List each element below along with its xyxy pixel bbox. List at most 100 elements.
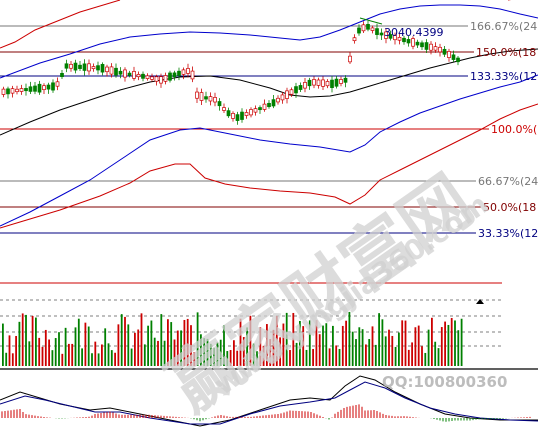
level-label-150: 150.0%(18 [476,46,536,59]
candle-body-14 [64,63,69,69]
volume-bar-89 [295,342,298,366]
candle-body-91 [411,38,415,47]
macd-line-slow [0,381,538,425]
volume-bar-70 [233,340,235,366]
volume-bar-0 [2,323,4,366]
volume-bar-20 [68,343,70,366]
volume-bar-22 [74,327,77,366]
price-annotation: 3040.4399 [384,26,444,39]
candle-body-95 [429,43,433,51]
candle-body-0 [1,88,6,95]
candle-body-100 [451,54,456,60]
volume-bar-31 [104,328,107,366]
candle-body-36 [163,75,168,82]
candle-body-20 [91,66,96,70]
watermark-qq: QQ:100800360 [382,373,507,391]
volume-bar-115 [381,319,384,366]
band-lower-blue [0,74,538,227]
volume-bar-82 [272,329,275,366]
candle-body-37 [168,72,172,81]
volume-bar-134 [444,321,446,366]
candle-body-49 [222,107,226,111]
volume-bar-5 [18,321,21,366]
candle-body-30 [136,74,141,78]
volume-bar-2 [8,335,11,366]
volume-bar-109 [361,329,364,366]
volume-bar-65 [216,342,219,366]
volume-bar-94 [312,348,314,366]
candle-body-71 [321,79,325,87]
volume-bar-100 [332,325,334,366]
volume-bar-50 [167,319,169,366]
volume-bar-60 [200,334,202,366]
candle-body-12 [55,81,60,87]
candle-body-32 [145,75,150,79]
candle-body-79 [357,27,361,34]
volume-bar-104 [345,320,347,366]
volume-bar-40 [134,332,136,366]
candle-body-74 [334,78,339,87]
candle-body-42 [190,70,195,80]
volume-bar-37 [124,316,126,366]
volume-bar-38 [127,324,130,366]
volume-bar-7 [25,314,27,366]
candle-body-13 [60,72,64,78]
volume-bar-95 [315,320,318,366]
candle-body-80 [361,24,366,32]
volume-bar-122 [404,320,407,366]
volume-bar-55 [183,319,186,366]
volume-bar-84 [279,337,281,366]
volume-bar-75 [249,315,252,366]
candle-body-46 [208,96,213,102]
volume-bar-27 [91,353,93,366]
candle-body-34 [154,76,159,82]
candle-body-64 [289,89,294,95]
candle-body-31 [141,73,145,79]
candle-body-39 [177,70,181,76]
volume-bar-107 [355,339,357,366]
volume-bar-131 [434,341,437,366]
volume-bar-59 [196,312,199,366]
candle-body-98 [442,48,447,55]
volume-bar-93 [308,320,311,366]
candle-body-67 [303,82,307,89]
volume-bar-125 [414,327,417,366]
volume-bar-49 [163,340,166,366]
candle-body-6 [28,86,33,92]
volume-bar-56 [186,318,189,366]
volume-bar-114 [378,313,380,366]
volume-bar-112 [371,326,374,366]
candle-body-27 [123,69,127,78]
volume-bar-139 [460,318,463,366]
candle-body-90 [406,39,411,44]
volume-bar-108 [358,327,361,366]
candle-body-94 [424,42,429,50]
volume-bar-87 [289,349,291,366]
candle-body-60 [271,99,276,107]
candle-body-29 [132,71,136,79]
volume-bar-92 [305,349,308,366]
volume-bar-26 [87,326,90,366]
candle-body-65 [294,86,298,94]
candle-body-57 [258,107,262,111]
volume-bar-16 [54,338,57,366]
candle-body-35 [159,76,163,84]
level-label-166: 166.67%(24 [470,20,537,33]
candle-body-7 [33,85,37,92]
volume-bar-138 [457,330,460,366]
candle-body-61 [276,97,280,103]
volume-bar-113 [374,344,377,366]
volume-bar-132 [437,348,440,366]
volume-bar-80 [266,324,268,366]
volume-bar-68 [226,351,229,366]
volume-bar-97 [322,325,324,366]
candle-body-10 [46,84,51,90]
volume-bar-64 [213,347,215,366]
candle-body-73 [330,79,334,88]
volume-bar-106 [351,331,354,366]
volume-bar-69 [229,350,232,366]
volume-bar-33 [110,350,113,366]
candle-body-77 [348,55,352,63]
candle-body-4 [19,88,24,92]
candle-body-96 [433,46,438,51]
